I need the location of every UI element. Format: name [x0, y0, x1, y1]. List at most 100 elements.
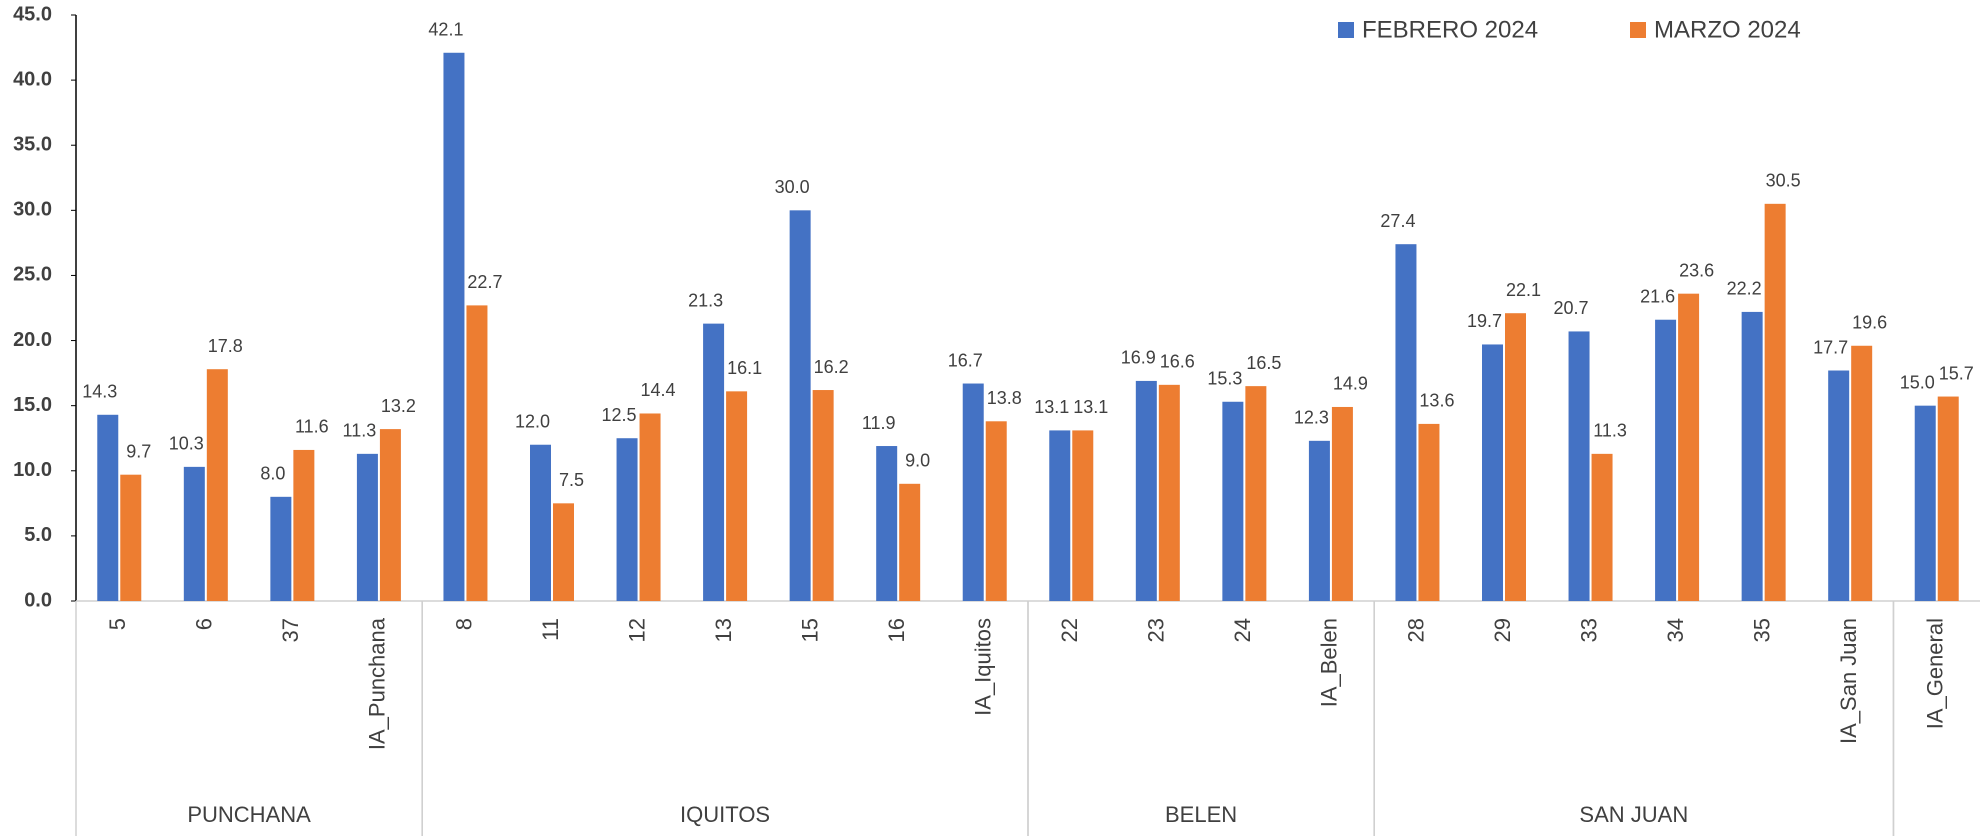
bar: [120, 474, 142, 601]
bar: [206, 369, 228, 601]
x-tick-label: IA_Belen: [1317, 618, 1342, 707]
bar: [443, 52, 465, 601]
group-label: SAN JUAN: [1579, 802, 1688, 827]
bar: [1655, 319, 1677, 601]
value-label: 20.7: [1554, 298, 1589, 318]
value-label: 16.2: [814, 357, 849, 377]
value-label: 16.1: [727, 358, 762, 378]
value-label: 8.0: [260, 464, 285, 484]
legend-swatch: [1630, 22, 1646, 38]
bar: [1049, 430, 1071, 601]
value-label: 27.4: [1380, 211, 1415, 231]
value-label: 9.7: [126, 441, 151, 461]
x-tick-label: 23: [1144, 618, 1169, 642]
bar: [703, 323, 725, 601]
x-tick-label: 13: [711, 618, 736, 642]
bar: [1851, 345, 1873, 601]
value-label: 9.0: [905, 451, 930, 471]
bar: [466, 305, 488, 601]
legend-label: FEBRERO 2024: [1362, 16, 1538, 43]
bar: [639, 413, 661, 601]
value-label: 7.5: [559, 470, 584, 490]
value-label: 30.5: [1766, 171, 1801, 191]
bar: [789, 210, 811, 602]
bar: [1158, 384, 1180, 601]
x-tick-label: 6: [192, 618, 217, 630]
x-tick-label: 24: [1230, 618, 1255, 642]
value-label: 10.3: [169, 434, 204, 454]
bar: [1245, 386, 1267, 601]
bar: [1222, 401, 1244, 601]
y-tick-label: 10.0: [13, 459, 52, 481]
value-label: 14.9: [1333, 374, 1368, 394]
value-label: 21.3: [688, 290, 723, 310]
value-label: 14.3: [82, 382, 117, 402]
value-label: 16.7: [948, 350, 983, 370]
value-label: 15.0: [1900, 372, 1935, 392]
legend-label: MARZO 2024: [1654, 16, 1801, 43]
value-label: 13.8: [987, 388, 1022, 408]
y-tick-label: 35.0: [13, 134, 52, 156]
x-tick-label: 29: [1490, 618, 1515, 642]
value-label: 30.0: [775, 177, 810, 197]
bar: [962, 383, 984, 601]
x-tick-label: IA_San Juan: [1836, 618, 1861, 744]
value-label: 15.7: [1939, 363, 1974, 383]
bar: [899, 483, 921, 601]
bar: [1308, 440, 1330, 601]
value-label: 13.1: [1073, 397, 1108, 417]
x-tick-label: IA_Punchana: [365, 617, 390, 750]
value-label: 16.6: [1160, 352, 1195, 372]
value-label: 14.4: [641, 380, 676, 400]
y-tick-label: 40.0: [13, 68, 52, 90]
value-label: 19.6: [1852, 313, 1887, 333]
x-tick-label: 37: [278, 618, 303, 642]
x-tick-label: 5: [105, 618, 130, 630]
bar: [1418, 423, 1440, 601]
bar: [1678, 293, 1700, 601]
bar: [183, 466, 205, 601]
bar: [553, 503, 574, 601]
bar: [530, 444, 551, 601]
bar: [1937, 396, 1959, 601]
x-tick-label: 33: [1576, 618, 1601, 642]
bar: [1482, 344, 1503, 601]
bar: [1741, 311, 1763, 601]
bar: [1135, 380, 1157, 601]
value-label: 23.6: [1679, 260, 1714, 280]
bar: [1331, 406, 1353, 601]
bar: [1914, 405, 1936, 601]
group-label: PUNCHANA: [187, 802, 311, 827]
legend-swatch: [1338, 22, 1354, 38]
group-label: BELEN: [1165, 802, 1237, 827]
value-label: 42.1: [428, 20, 463, 40]
x-tick-label: 8: [451, 618, 476, 630]
x-tick-label: 35: [1749, 618, 1774, 642]
value-label: 17.7: [1813, 337, 1848, 357]
bar: [1505, 313, 1526, 601]
value-label: 21.6: [1640, 286, 1675, 306]
bar: [985, 421, 1007, 601]
bar: [379, 429, 401, 601]
bar: [1072, 430, 1094, 601]
value-label: 12.5: [602, 405, 637, 425]
y-tick-label: 0.0: [24, 589, 52, 611]
value-label: 16.9: [1121, 348, 1156, 368]
bar: [1395, 244, 1417, 602]
x-tick-label: 16: [884, 618, 909, 642]
value-label: 15.3: [1207, 369, 1242, 389]
value-label: 22.1: [1506, 280, 1541, 300]
x-tick-label: 15: [797, 618, 822, 642]
group-label: IQUITOS: [680, 802, 770, 827]
value-label: 11.3: [343, 421, 377, 441]
y-tick-label: 20.0: [13, 329, 52, 351]
value-label: 12.0: [515, 411, 550, 431]
y-tick-label: 15.0: [13, 394, 52, 416]
value-label: 12.3: [1294, 408, 1329, 428]
value-label: 17.8: [208, 336, 243, 356]
bar: [1591, 453, 1613, 601]
y-tick-label: 45.0: [13, 3, 52, 25]
y-tick-label: 5.0: [24, 524, 52, 546]
value-label: 22.2: [1727, 279, 1762, 299]
